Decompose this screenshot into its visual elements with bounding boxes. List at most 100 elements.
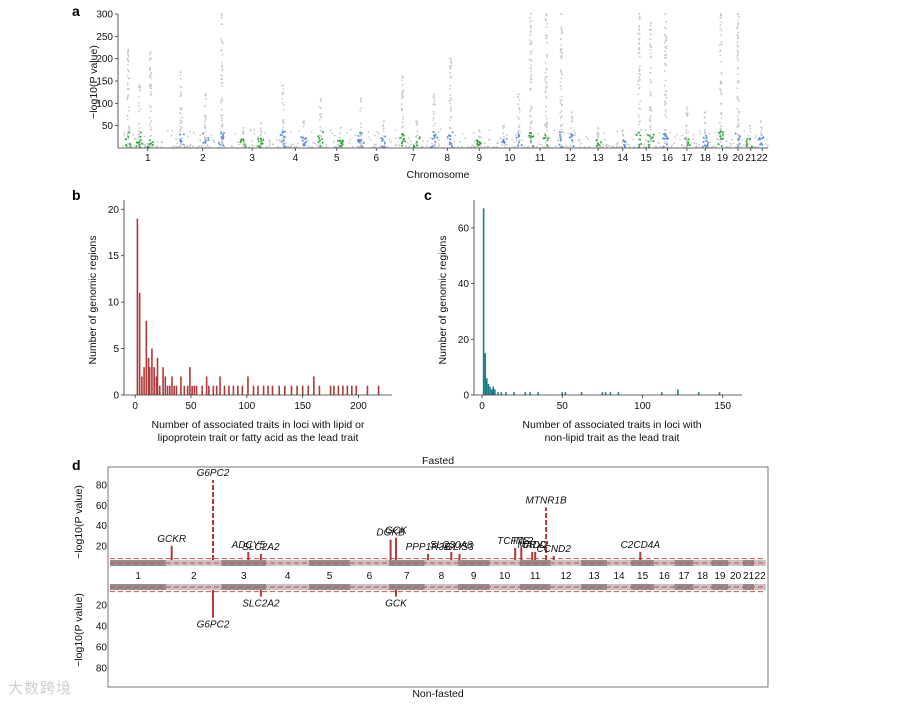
panel-b-bar xyxy=(183,385,186,395)
colored-point xyxy=(318,139,321,142)
gene-label-slc30a8: SLC30A8 xyxy=(430,540,473,551)
colored-point xyxy=(745,140,748,143)
peak-point xyxy=(544,17,547,20)
peak-point xyxy=(281,93,284,95)
background-point xyxy=(251,140,253,142)
peak-point xyxy=(649,114,652,117)
peak-point xyxy=(621,141,624,143)
colored-point xyxy=(282,143,285,145)
peak-point xyxy=(400,103,403,106)
peak-point xyxy=(529,34,532,37)
background-point xyxy=(176,146,178,148)
peak-point xyxy=(221,77,224,80)
background-point xyxy=(253,132,255,135)
peak-point xyxy=(559,48,562,50)
colored-point xyxy=(222,134,225,137)
colored-point xyxy=(558,143,561,146)
peak-point xyxy=(149,66,152,69)
background-point xyxy=(453,146,455,149)
colored-point xyxy=(529,140,532,143)
background-point xyxy=(453,140,455,143)
peak-point xyxy=(665,45,668,48)
background-point xyxy=(483,145,486,148)
peak-point xyxy=(220,108,223,111)
background-point xyxy=(223,145,226,148)
peak-point xyxy=(704,140,706,143)
peak-point xyxy=(450,75,453,78)
panel-b-bar xyxy=(193,385,196,395)
gene-label-g6pc2: G6PC2 xyxy=(197,468,230,479)
background-point xyxy=(437,139,440,142)
background-point xyxy=(548,137,551,139)
peak-top-point xyxy=(319,97,322,100)
colored-point xyxy=(148,143,151,146)
peak-point xyxy=(649,116,652,119)
peak-point xyxy=(561,52,564,54)
panel-c-x-tick-label: 50 xyxy=(557,401,569,412)
peak-point xyxy=(401,79,403,81)
peak-point xyxy=(127,50,130,53)
colored-point xyxy=(647,143,650,146)
panel-a-x-tick-label: 22 xyxy=(757,153,769,164)
gene-label-mtnr1b: MTNR1B xyxy=(526,495,567,506)
colored-point xyxy=(404,140,407,143)
peak-point xyxy=(649,52,652,54)
peak-point xyxy=(736,49,739,52)
colored-point xyxy=(415,141,418,144)
panel-b-bar xyxy=(267,385,269,395)
peak-point xyxy=(760,131,762,134)
background-point xyxy=(187,145,190,148)
panel-a-x-tick-label: 2 xyxy=(200,153,206,164)
peak-point xyxy=(150,87,153,90)
peak-point xyxy=(685,141,688,144)
panel-a-y-tick-label: 250 xyxy=(96,32,113,43)
peak-point xyxy=(221,99,224,102)
panel-c-bar xyxy=(513,392,515,395)
peak-point xyxy=(545,87,548,89)
peak-point xyxy=(401,94,403,97)
colored-point xyxy=(571,139,574,142)
peak-point xyxy=(720,93,723,96)
colored-point xyxy=(341,143,344,146)
background-point xyxy=(495,146,498,149)
peak-point xyxy=(570,127,572,129)
colored-point xyxy=(217,141,220,144)
panel-a-x-tick-label: 17 xyxy=(681,153,693,164)
peak-point xyxy=(665,20,668,23)
peak-top-point xyxy=(281,84,284,87)
peak-point xyxy=(559,101,562,104)
colored-point xyxy=(705,145,708,148)
band-top xyxy=(674,560,694,566)
background-point xyxy=(480,136,482,139)
peak-point xyxy=(737,122,740,125)
panel-b-bar xyxy=(168,385,171,395)
peak-point xyxy=(449,97,452,100)
colored-point xyxy=(202,132,205,135)
panel-a-x-tick-label: 5 xyxy=(334,153,340,164)
peak-point xyxy=(544,105,547,108)
colored-point xyxy=(637,131,640,134)
peak-top-point xyxy=(339,126,342,129)
colored-point xyxy=(663,137,666,140)
peak-point xyxy=(360,126,362,128)
peak-point xyxy=(127,55,130,57)
peak-point xyxy=(450,62,452,64)
background-point xyxy=(640,128,642,131)
peak-point xyxy=(179,93,182,96)
panel-d-chromosome-label: 7 xyxy=(404,571,410,582)
panel-b-bar xyxy=(166,385,169,395)
colored-point xyxy=(280,134,283,137)
colored-point xyxy=(257,145,260,148)
peak-point xyxy=(529,20,532,23)
panel-c-y-tick-label: 40 xyxy=(458,279,470,290)
background-point xyxy=(659,145,662,148)
peak-top-point xyxy=(621,129,624,132)
peak-point xyxy=(663,93,666,96)
background-point xyxy=(348,142,351,144)
panel-a-x-tick-label: 4 xyxy=(293,153,299,164)
peak-point xyxy=(685,125,688,128)
panel-c-bar xyxy=(660,392,663,395)
peak-point xyxy=(546,41,548,44)
colored-point xyxy=(479,142,482,145)
colored-point xyxy=(517,133,520,136)
